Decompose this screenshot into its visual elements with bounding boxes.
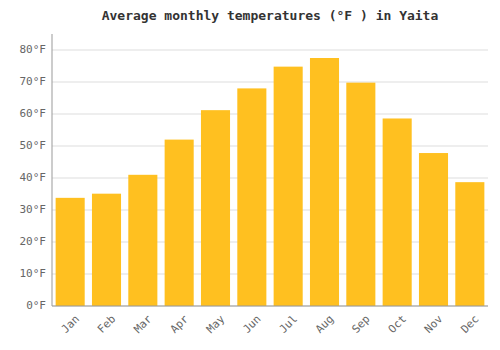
grid-line [52, 306, 488, 307]
y-tick-label: 10°F [20, 267, 47, 280]
bar [128, 175, 157, 306]
x-tick-label: Aug [313, 313, 336, 336]
x-tick-label: May [204, 312, 228, 336]
y-axis-line [52, 34, 53, 306]
y-tick-label: 70°F [20, 75, 47, 88]
bar [274, 67, 303, 306]
bar [419, 153, 448, 306]
bar [237, 88, 266, 306]
x-tick-label: Feb [95, 313, 118, 336]
bar [346, 83, 375, 306]
grid-line [52, 50, 488, 51]
y-ticks: 0°F 10°F 20°F 30°F 40°F 50°F 60°F 70°F 80°F [20, 43, 47, 312]
chart: Average monthly temperatures (°F ) in Ya… [0, 0, 500, 350]
chart-container: Average monthly temperatures (°F ) in Ya… [0, 0, 500, 350]
y-tick-label: 20°F [20, 235, 47, 248]
x-tick-label: Jul [277, 313, 300, 336]
x-tick-label: Mar [131, 312, 155, 336]
y-tick-label: 80°F [20, 43, 47, 56]
title: Average monthly temperatures (°F ) in Ya… [102, 8, 439, 23]
grid-line [52, 146, 488, 147]
y-tick-label: 40°F [20, 171, 47, 184]
x-axis-line [52, 306, 488, 307]
y-tick-label: 60°F [20, 107, 47, 120]
x-tick-label: Jan [59, 313, 82, 336]
bar [201, 110, 230, 306]
grid [52, 50, 488, 306]
bars [56, 58, 485, 306]
x-tick-label: Oct [386, 313, 409, 336]
y-tick-label: 30°F [20, 203, 47, 216]
bar [92, 194, 121, 306]
x-tick-label: Sep [349, 313, 372, 336]
bar [310, 58, 339, 306]
bar [383, 118, 412, 306]
x-tick-label: Apr [168, 312, 192, 336]
y-tick-label: 0°F [26, 299, 46, 312]
x-tick-label: Dec [458, 313, 481, 336]
bar [455, 182, 484, 306]
bar [165, 140, 194, 306]
x-ticks: Jan Feb Mar Apr May Jun Jul Aug Sep Oct Nov Dec [59, 312, 482, 336]
x-tick-label: Nov [422, 312, 446, 336]
bar [56, 198, 85, 306]
grid-line [52, 114, 488, 115]
x-tick-label: Jun [240, 313, 263, 336]
grid-line [52, 82, 488, 83]
y-tick-label: 50°F [20, 139, 47, 152]
